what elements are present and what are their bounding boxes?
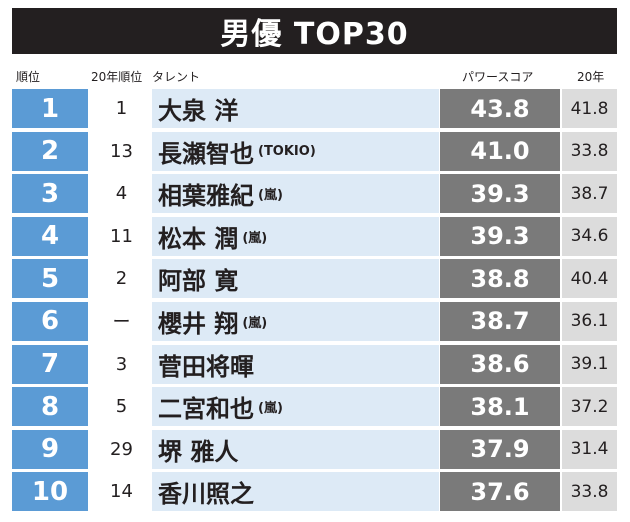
rank-cell: 1 (12, 89, 88, 128)
rank-cell: 5 (12, 259, 88, 299)
power-score-cell: 38.8 (440, 259, 560, 299)
rank-cell: 6 (12, 301, 88, 341)
power-score-cell: 37.6 (440, 472, 560, 512)
talent-name: 香川照之 (158, 480, 254, 509)
table-row: 5 2 阿部 寛 38.8 40.4 (12, 259, 617, 299)
column-headers: 順位 20年順位 タレント パワースコア 20年 (12, 62, 617, 86)
prev-rank-cell: 1 (91, 89, 152, 128)
talent-name: 長瀬智也 (158, 139, 254, 168)
header-prev-rank: 20年順位 (91, 70, 143, 84)
talent-name: 櫻井 翔 (158, 309, 239, 338)
prev-rank-cell: 5 (91, 387, 152, 427)
prev-rank-cell: 2 (91, 259, 152, 299)
talent-cell: 菅田将暉 (152, 344, 439, 384)
header-talent: タレント (152, 70, 201, 84)
prev-rank-cell: ー (91, 301, 152, 341)
talent-cell: 長瀬智也 (TOKIO) (152, 131, 439, 171)
talent-group: (TOKIO) (258, 143, 316, 159)
talent-cell: 松本 潤 (嵐) (152, 216, 439, 256)
prev-score-cell: 33.8 (562, 472, 617, 512)
prev-score-cell: 41.8 (562, 89, 617, 128)
talent-group: (嵐) (258, 188, 283, 204)
rank-cell: 4 (12, 216, 88, 256)
talent-cell: 香川照之 (152, 472, 439, 512)
power-score-cell: 39.3 (440, 216, 560, 256)
header-power-score: パワースコア (462, 70, 534, 84)
rank-cell: 9 (12, 429, 88, 469)
prev-score-cell: 38.7 (562, 174, 617, 214)
talent-cell: 櫻井 翔 (嵐) (152, 301, 439, 341)
prev-rank-cell: 4 (91, 174, 152, 214)
prev-rank-cell: 14 (91, 472, 152, 512)
talent-cell: 大泉 洋 (152, 89, 439, 128)
table-row: 8 5 二宮和也 (嵐) 38.1 37.2 (12, 387, 617, 427)
table-row: 3 4 相葉雅紀 (嵐) 39.3 38.7 (12, 174, 617, 214)
talent-name: 阿部 寛 (158, 267, 239, 296)
prev-score-cell: 37.2 (562, 387, 617, 427)
ranking-table: 1 1 大泉 洋 43.8 41.8 2 13 長瀬智也 (TOKIO) 41.0… (12, 89, 617, 515)
power-score-cell: 38.6 (440, 344, 560, 384)
talent-cell: 二宮和也 (嵐) (152, 387, 439, 427)
power-score-cell: 37.9 (440, 429, 560, 469)
page-title: 男優 TOP30 (12, 8, 617, 54)
prev-score-cell: 33.8 (562, 131, 617, 171)
rank-cell: 7 (12, 344, 88, 384)
table-row: 2 13 長瀬智也 (TOKIO) 41.0 33.8 (12, 131, 617, 171)
table-row: 6 ー 櫻井 翔 (嵐) 38.7 36.1 (12, 301, 617, 341)
title-text: 男優 TOP30 (220, 17, 409, 52)
prev-score-cell: 31.4 (562, 429, 617, 469)
prev-score-cell: 40.4 (562, 259, 617, 299)
talent-cell: 阿部 寛 (152, 259, 439, 299)
rank-cell: 8 (12, 387, 88, 427)
rank-cell: 3 (12, 174, 88, 214)
talent-cell: 相葉雅紀 (嵐) (152, 174, 439, 214)
talent-name: 松本 潤 (158, 224, 239, 253)
talent-name: 大泉 洋 (158, 97, 239, 125)
power-score-cell: 39.3 (440, 174, 560, 214)
table-row: 7 3 菅田将暉 38.6 39.1 (12, 344, 617, 384)
talent-name: 堺 雅人 (158, 437, 239, 466)
rank-cell: 2 (12, 131, 88, 171)
prev-rank-cell: 11 (91, 216, 152, 256)
prev-score-cell: 36.1 (562, 301, 617, 341)
talent-cell: 堺 雅人 (152, 429, 439, 469)
table-row: 9 29 堺 雅人 37.9 31.4 (12, 429, 617, 469)
power-score-cell: 38.7 (440, 301, 560, 341)
power-score-cell: 41.0 (440, 131, 560, 171)
power-score-cell: 43.8 (440, 89, 560, 128)
talent-group: (嵐) (258, 401, 283, 417)
prev-rank-cell: 3 (91, 344, 152, 384)
table-row: 1 1 大泉 洋 43.8 41.8 (12, 89, 617, 128)
prev-rank-cell: 13 (91, 131, 152, 171)
rank-cell: 10 (12, 472, 88, 512)
talent-group: (嵐) (242, 315, 268, 331)
talent-name: 菅田将暉 (158, 352, 254, 381)
talent-group: (嵐) (242, 230, 268, 246)
talent-name: 二宮和也 (158, 395, 254, 424)
prev-score-cell: 39.1 (562, 344, 617, 384)
prev-rank-cell: 29 (91, 429, 152, 469)
table-row: 4 11 松本 潤 (嵐) 39.3 34.6 (12, 216, 617, 256)
talent-name: 相葉雅紀 (158, 182, 254, 211)
header-prev-score: 20年 (577, 70, 605, 84)
header-rank: 順位 (16, 70, 41, 84)
prev-score-cell: 34.6 (562, 216, 617, 256)
table-row: 10 14 香川照之 37.6 33.8 (12, 472, 617, 512)
power-score-cell: 38.1 (440, 387, 560, 427)
